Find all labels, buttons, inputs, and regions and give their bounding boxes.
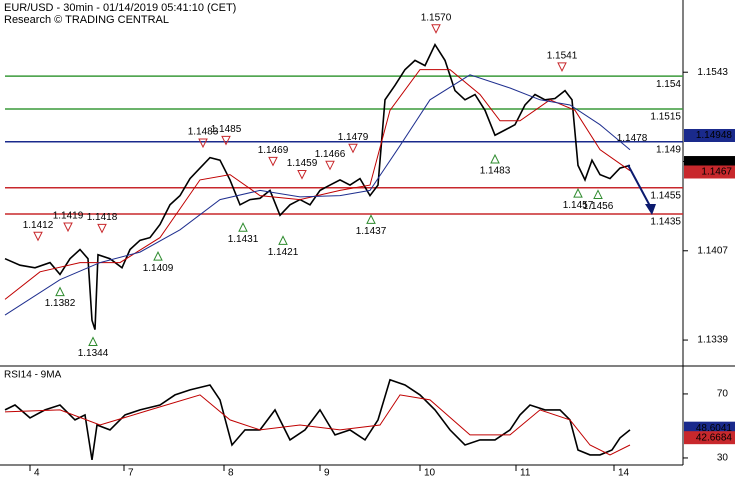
low-label: 1.1431 [228,234,259,245]
moving-average [4,394,631,456]
x-tick-label: 14 [618,468,630,479]
price-line [4,42,631,330]
low-marker [366,214,376,224]
y-tick-label: 1.1407 [697,245,728,256]
high-label: 1.1459 [287,158,318,169]
low-marker [88,336,98,346]
moving-average [4,74,631,316]
price-tag-label: 48.6041 [696,423,733,434]
price-tag-label: 42.6684 [696,432,733,443]
price-tag [684,431,735,445]
price-tag-label: 1.14948 [696,130,733,141]
low-label: 1.1437 [356,226,387,237]
high-marker [33,231,43,242]
level-label: 1.1435 [650,217,681,228]
high-marker [268,156,278,167]
level-label: 1.149 [656,144,681,155]
y-tick-label: 1.1339 [697,335,728,346]
low-marker [55,286,65,297]
high-label: 1.1418 [87,212,118,223]
high-marker [557,62,567,72]
level-label: 1.1455 [650,190,681,201]
forecast-arrow [627,164,651,207]
y-tick-label: 1.1543 [697,67,728,78]
price-tag [684,165,735,179]
low-marker [593,189,603,199]
high-label: 1.1485 [211,124,242,135]
high-label: 1.1466 [315,149,346,160]
high-label: 1.1541 [547,50,578,61]
chart-title: EUR/USD - 30min - 01/14/2019 05:41:10 (C… [4,2,236,14]
low-marker [490,153,500,164]
price-tag [684,128,735,142]
low-label: 1.1409 [143,263,174,274]
x-tick-label: 11 [520,468,531,479]
high-label: 1.1570 [421,12,452,23]
low-label: 1.1457 [563,200,594,211]
x-tick-label: 9 [324,468,330,479]
x-tick-label: 4 [34,468,40,479]
low-label: 1.1344 [78,348,109,359]
price-line [4,378,631,461]
high-label: 1.1469 [258,145,289,156]
low-label: 1.1382 [45,298,76,309]
high-label: 1.1412 [23,220,54,231]
x-tick-label: 7 [128,468,134,479]
price-label: 1.1478 [617,133,648,144]
high-marker [325,160,335,171]
chart-subtitle: Research © TRADING CENTRAL [4,14,169,26]
high-marker [221,135,231,146]
low-marker [153,251,163,261]
price-tag-label: 1.1467 [701,167,732,178]
high-label: 1.1483 [188,127,219,138]
low-marker [238,222,248,232]
low-marker [573,188,583,198]
price-tag-label: 1.14742 [696,157,733,168]
lines-layer [4,42,683,461]
low-marker [278,235,288,245]
low-label: 1.1456 [583,201,614,212]
high-marker [97,223,107,234]
low-label: 1.1483 [480,166,511,177]
y-tick-label: 70 [717,389,729,400]
high-marker [63,222,73,233]
low-label: 1.1421 [268,247,299,258]
y-tick-label: 30 [717,453,729,464]
high-marker [348,143,358,154]
rsi-title: RSI14 - 9MA [4,370,62,381]
high-marker [198,138,208,149]
high-label: 1.1419 [53,211,84,222]
high-marker [297,170,307,180]
forecast-arrowhead [645,204,656,215]
high-label: 1.1479 [338,132,369,143]
level-label: 1.1515 [650,112,681,123]
level-label: 1.154 [656,79,681,90]
x-tick-label: 10 [424,468,436,479]
high-marker [431,24,441,34]
x-tick-label: 8 [228,468,234,479]
